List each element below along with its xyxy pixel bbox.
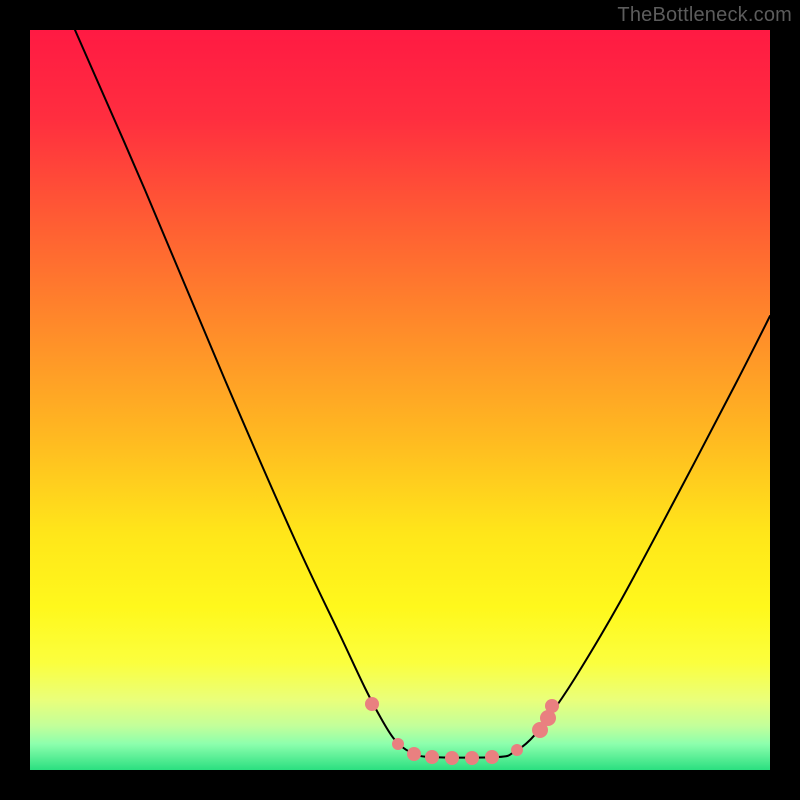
marker-point [511, 744, 523, 756]
marker-point [485, 750, 499, 764]
marker-point [407, 747, 421, 761]
plot-background [30, 30, 770, 770]
marker-point [392, 738, 404, 750]
marker-point [365, 697, 379, 711]
marker-point [465, 751, 479, 765]
marker-point [445, 751, 459, 765]
bottleneck-chart [0, 0, 800, 800]
marker-point [545, 699, 559, 713]
marker-point [425, 750, 439, 764]
chart-frame: TheBottleneck.com [0, 0, 800, 800]
watermark-text: TheBottleneck.com [617, 4, 792, 27]
